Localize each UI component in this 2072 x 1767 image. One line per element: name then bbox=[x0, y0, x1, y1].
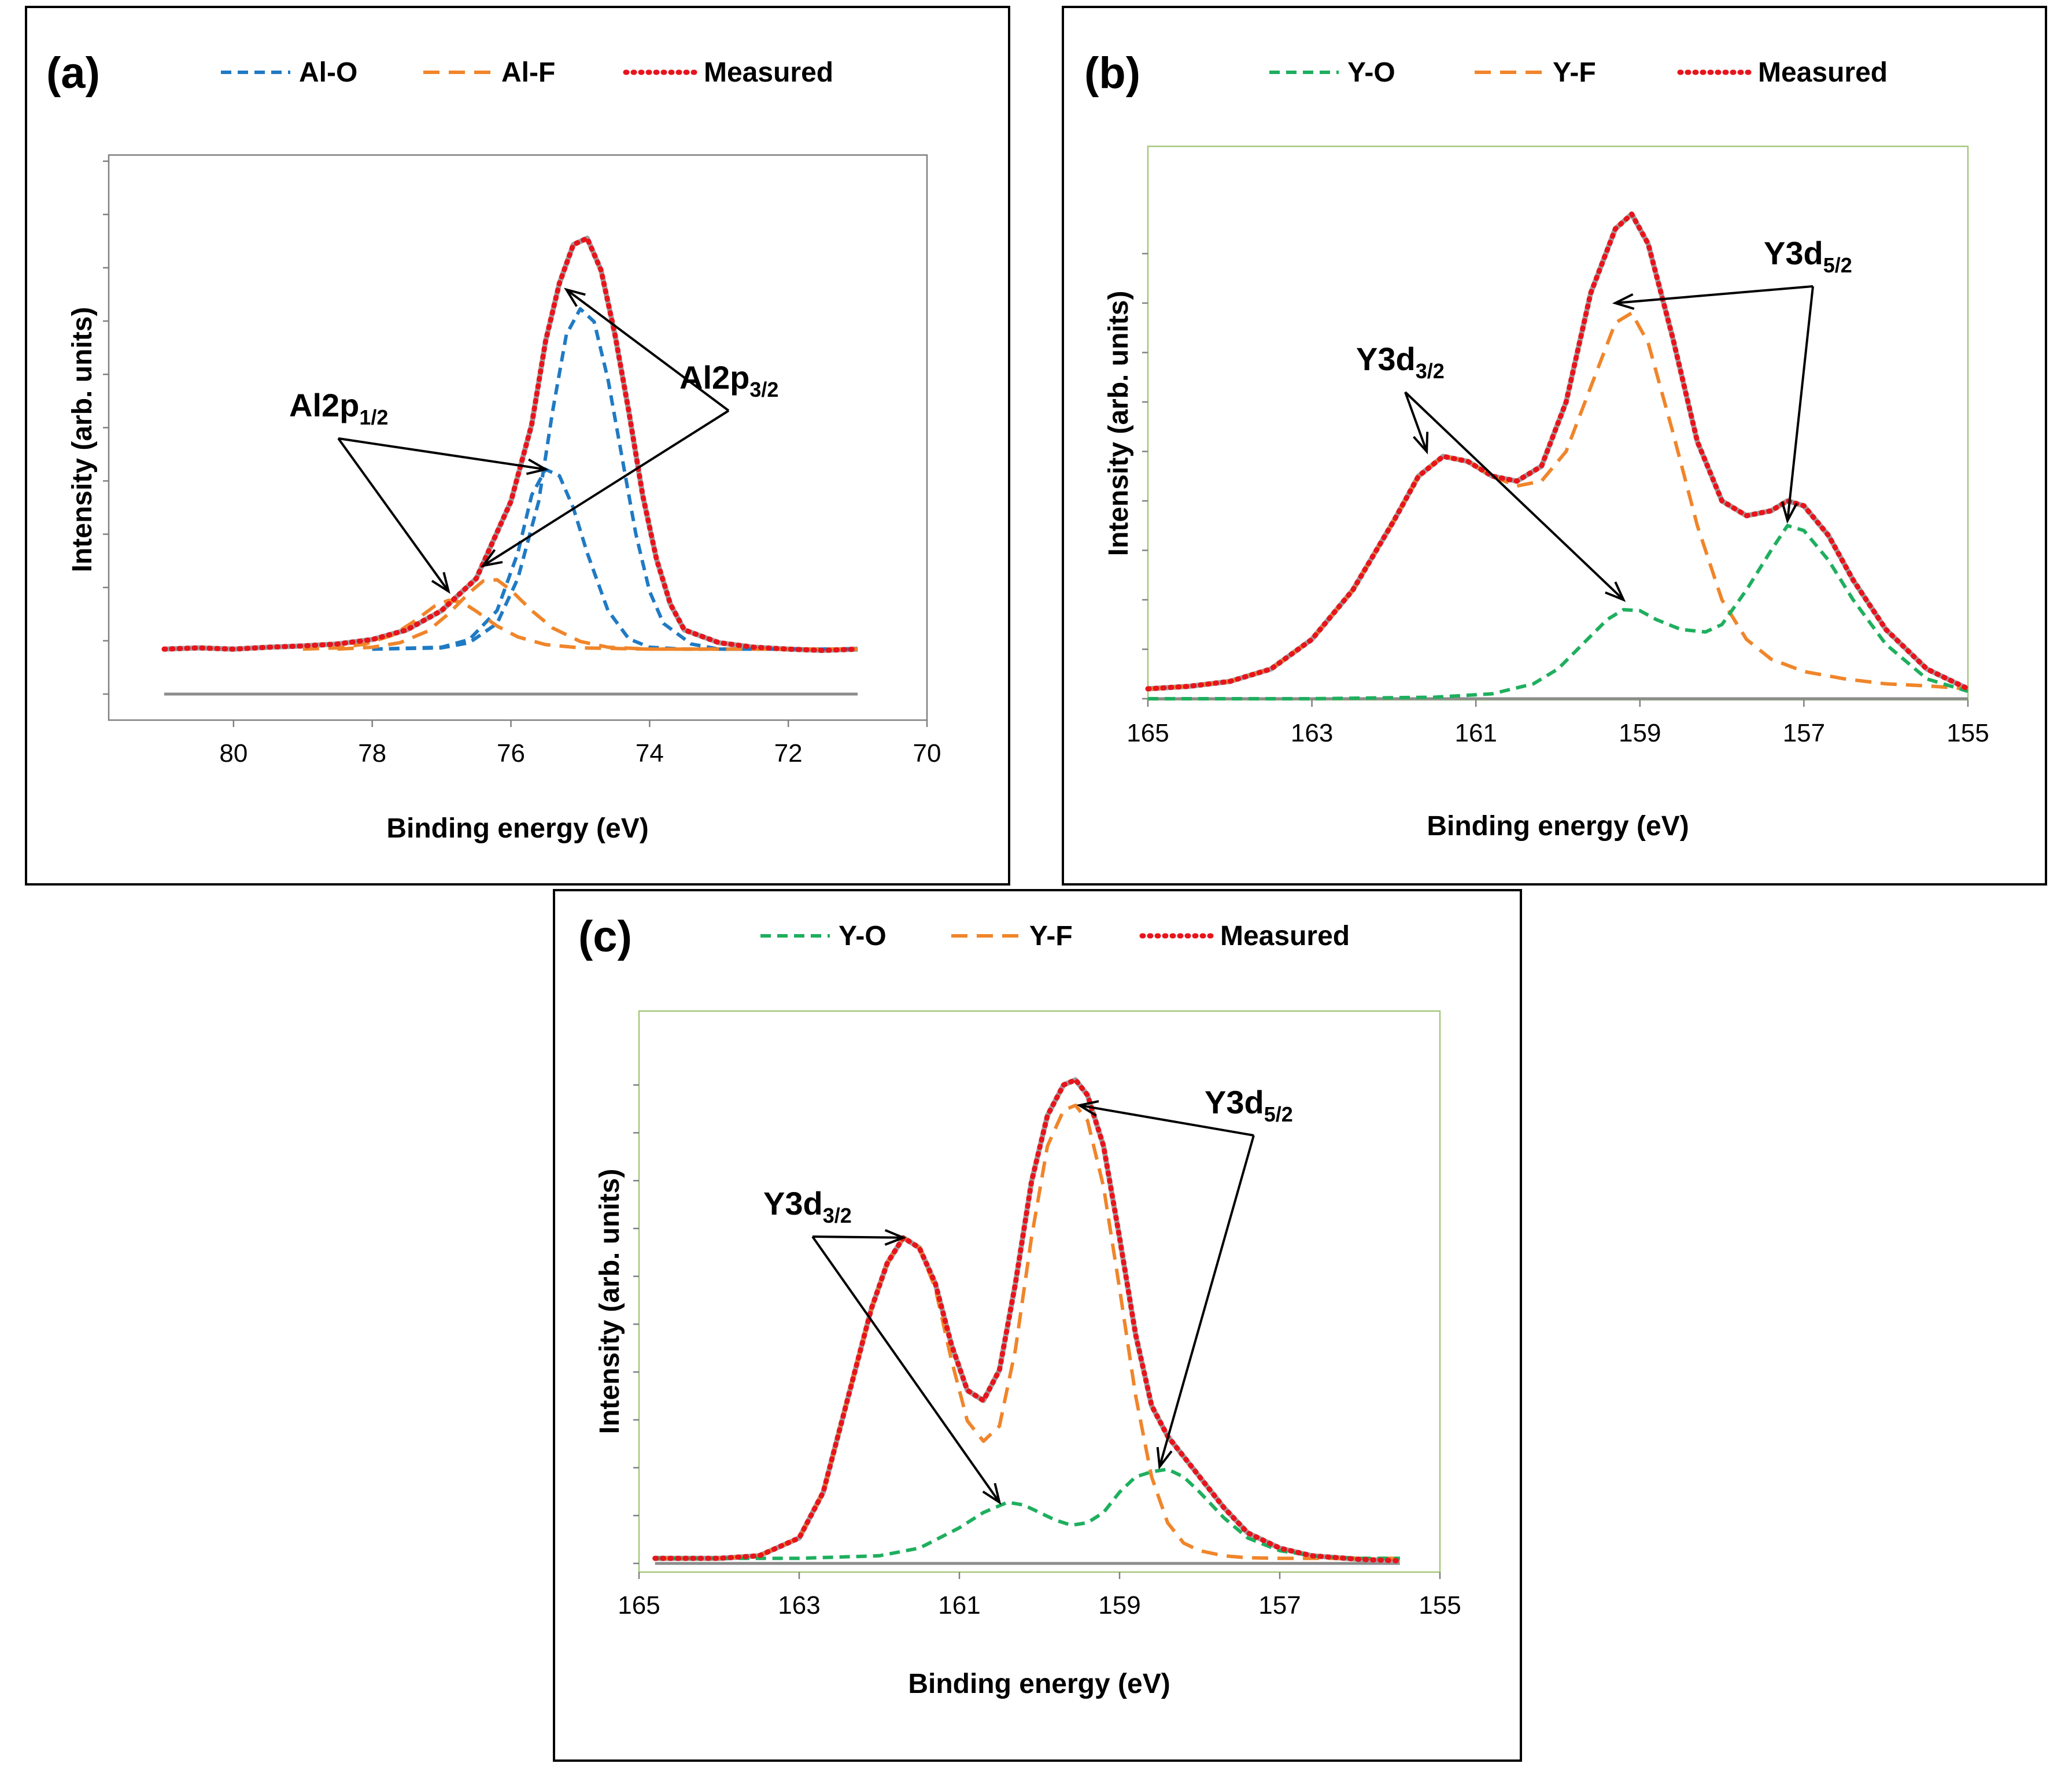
legend-label-measured: Measured bbox=[1220, 921, 1350, 951]
x-tick-label: 161 bbox=[1454, 719, 1497, 747]
panel-c-x-title: Binding energy (eV) bbox=[908, 1669, 1170, 1699]
annotation-arrow bbox=[1158, 1135, 1255, 1467]
annotation-arrow bbox=[1615, 285, 1814, 304]
panel-a-letter: (a) bbox=[46, 49, 100, 98]
panel-c-plot-area bbox=[638, 1010, 1441, 1573]
panel-b-letter: (b) bbox=[1084, 49, 1140, 98]
arrowhead bbox=[1076, 1100, 1099, 1117]
arrowhead bbox=[480, 549, 503, 567]
series-al-f-al2p3-2 bbox=[337, 578, 858, 651]
annotation-label: Y3d3/2 bbox=[1356, 341, 1445, 383]
panel-b-annotations: Y3d3/2 Y3d5/2 bbox=[1356, 235, 1852, 602]
panel-c: (c) Y-O Y-F Measured 165 163 161 159 157 155 Y3… bbox=[553, 889, 1522, 1762]
annotation-arrow bbox=[1404, 391, 1624, 601]
panel-a-annotations: Al2p1/2 Al2p3/2 bbox=[289, 287, 778, 594]
panel-c-letter: (c) bbox=[578, 912, 632, 961]
arrowhead bbox=[1156, 1447, 1173, 1470]
panel-b-x-title: Binding energy (eV) bbox=[1427, 811, 1689, 842]
panel-b: (b) Y-O Y-F Measured 165 163 161 159 157 155 Y3… bbox=[1062, 6, 2047, 886]
annotation-label: Y3d5/2 bbox=[1764, 235, 1852, 277]
x-tick-label: 76 bbox=[497, 739, 525, 768]
x-tick-label: 157 bbox=[1783, 719, 1825, 747]
legend-label-y-f: Y-F bbox=[1029, 921, 1073, 951]
series-al-o-al2p3-2 bbox=[372, 307, 858, 651]
legend-label-measured: Measured bbox=[704, 57, 833, 88]
x-tick-label: 159 bbox=[1098, 1591, 1140, 1620]
x-tick-label: 72 bbox=[774, 739, 803, 768]
series-y-o bbox=[655, 1467, 1400, 1561]
panel-a-legend: Al-O Al-F Measured bbox=[221, 57, 833, 88]
panel-b-y-ticks bbox=[1142, 253, 1148, 700]
annotation-label: Al2p1/2 bbox=[289, 387, 388, 429]
panel-b-legend: Y-O Y-F Measured bbox=[1269, 57, 1888, 88]
x-tick-label: 78 bbox=[358, 739, 386, 768]
arrowhead bbox=[1413, 431, 1429, 455]
legend-label-al-f: Al-F bbox=[501, 57, 555, 88]
legend-label-al-o: Al-O bbox=[299, 57, 357, 88]
x-tick-label: 163 bbox=[778, 1591, 820, 1620]
panel-a-plot-area bbox=[108, 154, 928, 721]
annotation-label: Y3d3/2 bbox=[763, 1185, 852, 1227]
arrowhead bbox=[431, 571, 450, 594]
legend-label-y-o: Y-O bbox=[839, 921, 887, 951]
annotation-arrow bbox=[338, 437, 546, 471]
x-tick-label: 165 bbox=[1127, 719, 1169, 747]
x-tick-label: 70 bbox=[913, 739, 941, 768]
x-tick-label: 155 bbox=[1419, 1591, 1461, 1620]
arrowhead bbox=[1605, 581, 1626, 602]
annotation-label: Y3d5/2 bbox=[1205, 1084, 1293, 1126]
series-measured bbox=[652, 1077, 1403, 1564]
arrowhead bbox=[526, 458, 549, 475]
series-al-f-al2p1-2 bbox=[302, 598, 719, 651]
annotation-arrow bbox=[482, 410, 730, 567]
arrowhead bbox=[564, 287, 586, 307]
panel-a-x-ticks: 80 78 76 74 72 70 bbox=[219, 720, 941, 768]
panel-a-y-ticks bbox=[103, 160, 109, 695]
x-tick-label: 159 bbox=[1619, 719, 1661, 747]
arrowhead bbox=[1781, 501, 1798, 524]
x-tick-label: 163 bbox=[1291, 719, 1333, 747]
x-tick-label: 157 bbox=[1258, 1591, 1301, 1620]
legend-label-y-f: Y-F bbox=[1553, 57, 1596, 88]
x-tick-label: 74 bbox=[636, 739, 664, 768]
annotation-arrow bbox=[1079, 1104, 1254, 1137]
x-tick-label: 155 bbox=[1947, 719, 1989, 747]
panel-a-y-title: Intensity (arb. units) bbox=[67, 307, 98, 573]
panel-c-legend: Y-O Y-F Measured bbox=[760, 921, 1350, 951]
annotation-arrow bbox=[566, 289, 730, 412]
panel-b-x-ticks: 165 163 161 159 157 155 bbox=[1127, 700, 1989, 747]
arrowhead bbox=[1612, 293, 1635, 310]
annotation-arrow bbox=[1404, 392, 1428, 452]
x-tick-label: 165 bbox=[618, 1591, 660, 1620]
annotation-label: Al2p3/2 bbox=[679, 359, 778, 401]
panel-c-y-title: Intensity (arb. units) bbox=[594, 1169, 625, 1434]
arrowhead bbox=[884, 1229, 907, 1246]
panel-c-y-ticks bbox=[633, 1084, 639, 1565]
panel-a: (a) Al-O Al-F Measured 80 78 76 74 72 70 Al2p1/… bbox=[25, 6, 1010, 886]
annotation-arrow bbox=[811, 1235, 1000, 1503]
x-tick-label: 80 bbox=[219, 739, 248, 768]
annotation-arrow bbox=[1786, 286, 1814, 521]
panel-c-series bbox=[652, 1077, 1403, 1565]
legend-label-y-o: Y-O bbox=[1347, 57, 1395, 88]
series-y-o bbox=[1148, 523, 1968, 700]
panel-b-y-title: Intensity (arb. units) bbox=[1103, 291, 1134, 556]
panel-b-series bbox=[1145, 211, 1971, 700]
x-tick-label: 161 bbox=[938, 1591, 980, 1620]
annotation-arrow bbox=[812, 1235, 904, 1239]
series-measured bbox=[1145, 211, 1971, 692]
legend-label-measured: Measured bbox=[1758, 57, 1888, 88]
series-measured bbox=[161, 235, 860, 653]
panel-c-x-ticks: 165 163 161 159 157 155 bbox=[618, 1572, 1461, 1620]
panel-c-annotations: Y3d3/2 Y3d5/2 bbox=[763, 1084, 1293, 1505]
arrowhead bbox=[982, 1482, 1002, 1505]
panel-a-x-title: Binding energy (eV) bbox=[386, 813, 648, 844]
annotation-arrow bbox=[337, 437, 450, 592]
